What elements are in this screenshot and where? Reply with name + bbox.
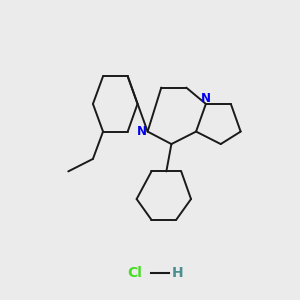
Text: N: N — [137, 125, 147, 138]
Text: Cl: Cl — [128, 266, 142, 280]
Text: N: N — [201, 92, 211, 105]
Text: H: H — [172, 266, 183, 280]
